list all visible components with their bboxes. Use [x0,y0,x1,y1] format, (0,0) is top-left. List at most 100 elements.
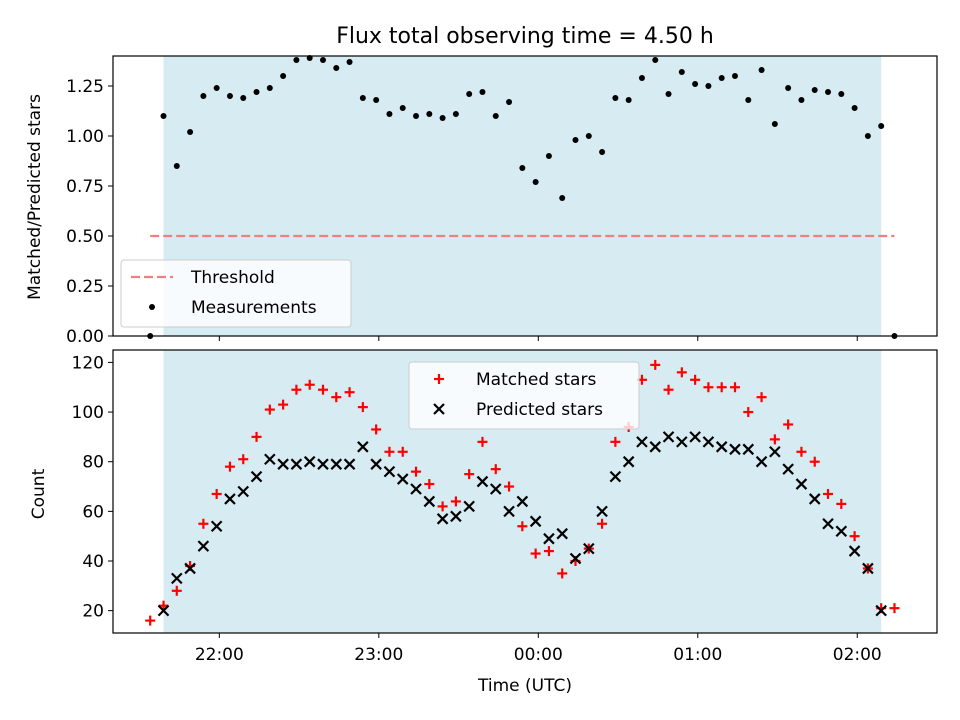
top-y-axis-label: Matched/Predicted stars [25,94,45,300]
matched-point [610,436,621,447]
measurement-point [811,87,818,93]
matched-point [769,434,780,445]
predicted-point-b [835,525,848,537]
predicted-point-b [622,455,635,468]
predicted-point-b [676,436,688,448]
x-tick-label: 23:00 [354,645,403,665]
predicted-point-b [290,458,303,470]
predicted-point-b [875,604,887,617]
predicted-point [742,443,755,456]
measurement-point [213,85,220,91]
matched-point [756,392,767,403]
matched-point [371,424,382,435]
x-tick-label: 02:00 [833,645,882,665]
top-y-tick-label: 0.25 [66,277,104,297]
predicted-point-b [383,465,396,478]
legend-matched-label: Matched stars [476,370,596,390]
measurement-point [160,113,167,119]
matched-point [291,384,302,395]
predicted-point [795,478,808,490]
top-y-tick-label: 0.00 [66,327,104,347]
matched-point [477,436,488,447]
predicted-point [649,441,662,453]
measurement-point [851,105,858,111]
matched-point [650,359,661,370]
measurement-point [572,137,579,143]
matched-point [238,454,249,465]
predicted-point [330,458,343,470]
predicted-point [171,572,183,585]
measurement-point [253,89,260,95]
measurement-point [838,91,845,97]
predicted-point [396,473,409,485]
predicted-point-b [822,517,834,530]
matched-point [211,488,222,499]
predicted-point [290,458,303,470]
predicted-point [583,542,595,555]
matched-point [171,585,182,596]
predicted-point [237,485,250,498]
matched-point [743,407,754,418]
measurement-point [333,65,340,71]
measurement-point [864,133,871,139]
predicted-point-b [583,542,595,555]
predicted-point [862,562,874,575]
matched-point [384,446,395,457]
x-tick-label: 00:00 [514,645,563,665]
matched-point [597,518,608,529]
predicted-point-b [396,473,409,485]
predicted-point-b [862,562,874,575]
measurement-point [652,57,659,63]
top-y-tick-label: 1.25 [66,77,104,97]
predicted-point-b [210,520,223,533]
predicted-point [450,510,462,523]
legend-matched-swatch [434,374,444,384]
predicted-point-b [782,463,794,475]
measurement-point [240,95,247,101]
measurement-point [373,97,380,103]
matched-point [317,384,328,395]
x-axis-label: Time (UTC) [477,676,572,696]
measurement-point [798,97,805,103]
predicted-point [489,483,502,495]
predicted-point-b [171,572,183,585]
predicted-point [410,483,422,495]
measurement-point [280,73,287,79]
predicted-point [317,458,329,470]
matched-point [530,548,541,559]
legend-predicted-label: Predicted stars [476,400,603,420]
predicted-point [224,493,236,505]
y-tick-label: 80 [82,453,104,473]
predicted-point [609,470,622,483]
y-tick-label: 60 [82,502,104,522]
predicted-point-b [264,453,276,466]
matched-point [490,464,501,475]
measurement-point [625,97,632,103]
predicted-point-b [330,458,343,470]
predicted-point [702,436,715,448]
measurement-point [825,89,832,95]
predicted-point-b [197,540,210,552]
matched-point [729,382,740,393]
y-tick-label: 40 [82,552,104,572]
measurement-point [785,85,792,91]
predicted-point-b [742,443,755,456]
measurement-point [545,153,552,159]
top-y-tick-label: 1.00 [66,127,104,147]
predicted-point-b [463,500,475,513]
predicted-point-b [769,446,781,458]
predicted-point-b [609,470,622,483]
measurement-point [665,91,672,97]
measurement-point [692,81,699,87]
y-tick-label: 100 [72,403,104,423]
predicted-point [556,527,568,540]
top-legend-box [120,259,352,328]
bottom-legend: Matched stars Predicted stars [408,361,640,430]
predicted-point-b [543,532,555,545]
top-legend: Threshold Measurements [120,259,352,328]
measurement-point [519,165,526,171]
top-y-tick-label: 0.75 [66,177,104,197]
predicted-point-b [184,562,196,575]
matched-point [464,469,475,480]
matched-point [251,431,262,442]
